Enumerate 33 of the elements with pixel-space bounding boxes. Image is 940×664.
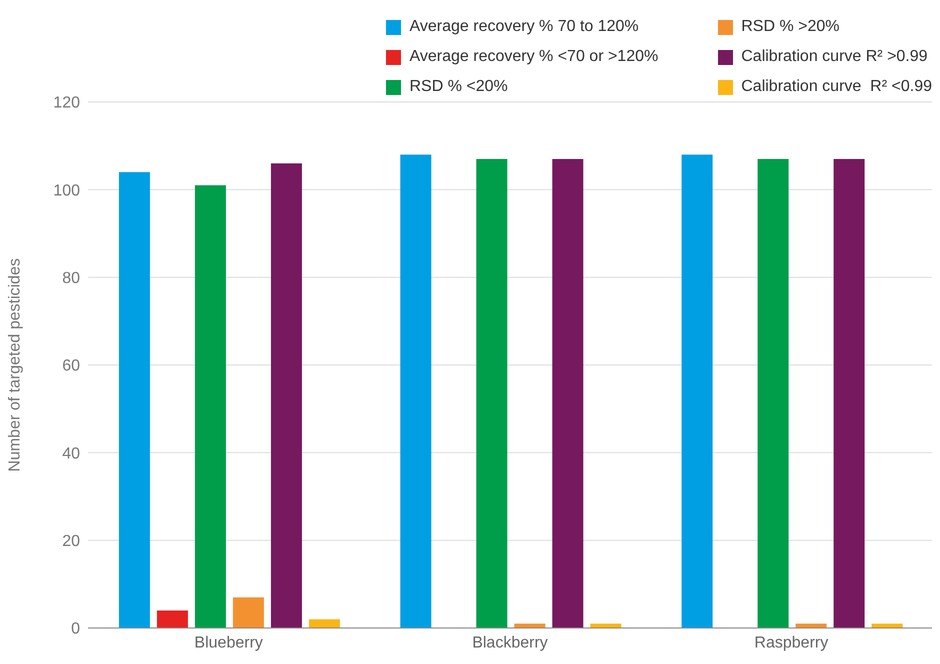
legend-label: Calibration curve R² <0.99 (741, 78, 932, 96)
bar (156, 610, 188, 628)
y-tick-label: 40 (62, 445, 80, 462)
legend-label: Average recovery % <70 or >120% (409, 48, 658, 66)
bar (270, 163, 302, 628)
bar (118, 172, 150, 628)
bar (400, 154, 432, 628)
legend-label: Average recovery % 70 to 120% (409, 18, 639, 36)
y-tick-label: 0 (71, 620, 80, 638)
bar (796, 624, 827, 628)
bar (308, 619, 340, 628)
bar (514, 624, 546, 628)
bar (682, 154, 713, 628)
legend-label: Calibration curve R² >0.99 (741, 48, 928, 66)
x-tick-label: Raspberry (754, 634, 828, 652)
bar (590, 624, 622, 628)
y-tick-label: 20 (62, 533, 80, 550)
bar (232, 597, 264, 628)
bar (758, 158, 789, 628)
legend-label: RSD % <20% (409, 78, 508, 96)
y-tick-label: 80 (62, 270, 80, 288)
bar (194, 185, 226, 628)
x-tick-label: Blueberry (194, 634, 263, 652)
bar (476, 158, 508, 628)
bar (872, 624, 903, 628)
bar (834, 158, 865, 628)
x-tick-label: Blackberry (472, 634, 548, 652)
y-tick-label: 100 (53, 182, 80, 200)
y-tick-label: 60 (62, 358, 80, 375)
bar (552, 158, 584, 628)
legend-label: RSD % >20% (741, 18, 840, 36)
y-tick-label: 120 (53, 94, 80, 112)
y-axis-title: Number of targeted pesticides (6, 258, 24, 472)
